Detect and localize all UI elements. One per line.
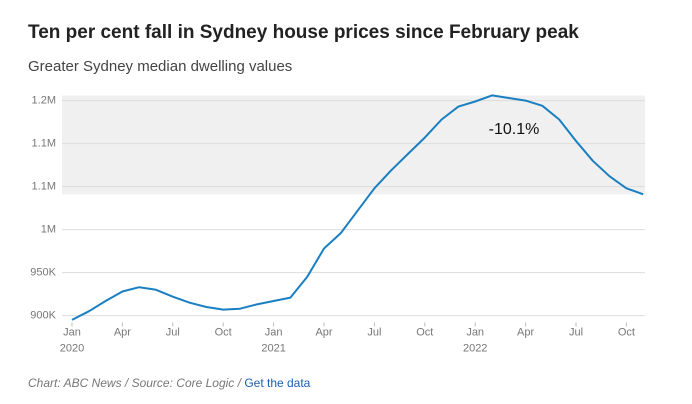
x-tick-label: Jan — [265, 326, 283, 338]
x-tick-label: Oct — [215, 326, 232, 338]
x-tick-label: Oct — [618, 326, 635, 338]
x-tick-label: Apr — [315, 326, 332, 338]
data-link[interactable]: Get the data — [244, 376, 310, 390]
y-tick-label: 950K — [30, 267, 56, 279]
plot: 900K 950K 1M 1.1M 1.1M 1.2M Jan Apr Jul Oct Jan Apr… — [30, 94, 645, 354]
annotation: -10.1% — [489, 121, 540, 138]
source: Chart: ABC News / Source: Core Logic / G… — [28, 376, 311, 390]
x-tick-label: Jan — [466, 326, 484, 338]
x-tick-year: 2020 — [60, 342, 84, 354]
x-tick-label: Jul — [166, 326, 180, 338]
y-tick-label: 900K — [30, 310, 56, 322]
y-tick-label: 1.2M — [32, 95, 56, 107]
y-tick-label: 1.1M — [32, 138, 56, 150]
y-tick-label: 1M — [41, 224, 56, 236]
chart-subtitle: Greater Sydney median dwelling values — [28, 58, 292, 75]
x-tick-label: Apr — [114, 326, 131, 338]
x-tick-label: Jul — [367, 326, 381, 338]
highlight-band — [62, 95, 645, 195]
x-tick-label: Jan — [63, 326, 81, 338]
x-tick-label: Jul — [569, 326, 583, 338]
chart-title: Ten per cent fall in Sydney house prices… — [28, 22, 579, 43]
x-tick-year: 2021 — [261, 342, 285, 354]
y-tick-label: 1.1M — [32, 181, 56, 193]
source-text: Chart: ABC News / Source: Core Logic / — [28, 376, 244, 390]
x-tick-label: Oct — [416, 326, 433, 338]
x-tick-year: 2022 — [463, 342, 487, 354]
x-tick-label: Apr — [517, 326, 534, 338]
data-line — [71, 94, 644, 321]
